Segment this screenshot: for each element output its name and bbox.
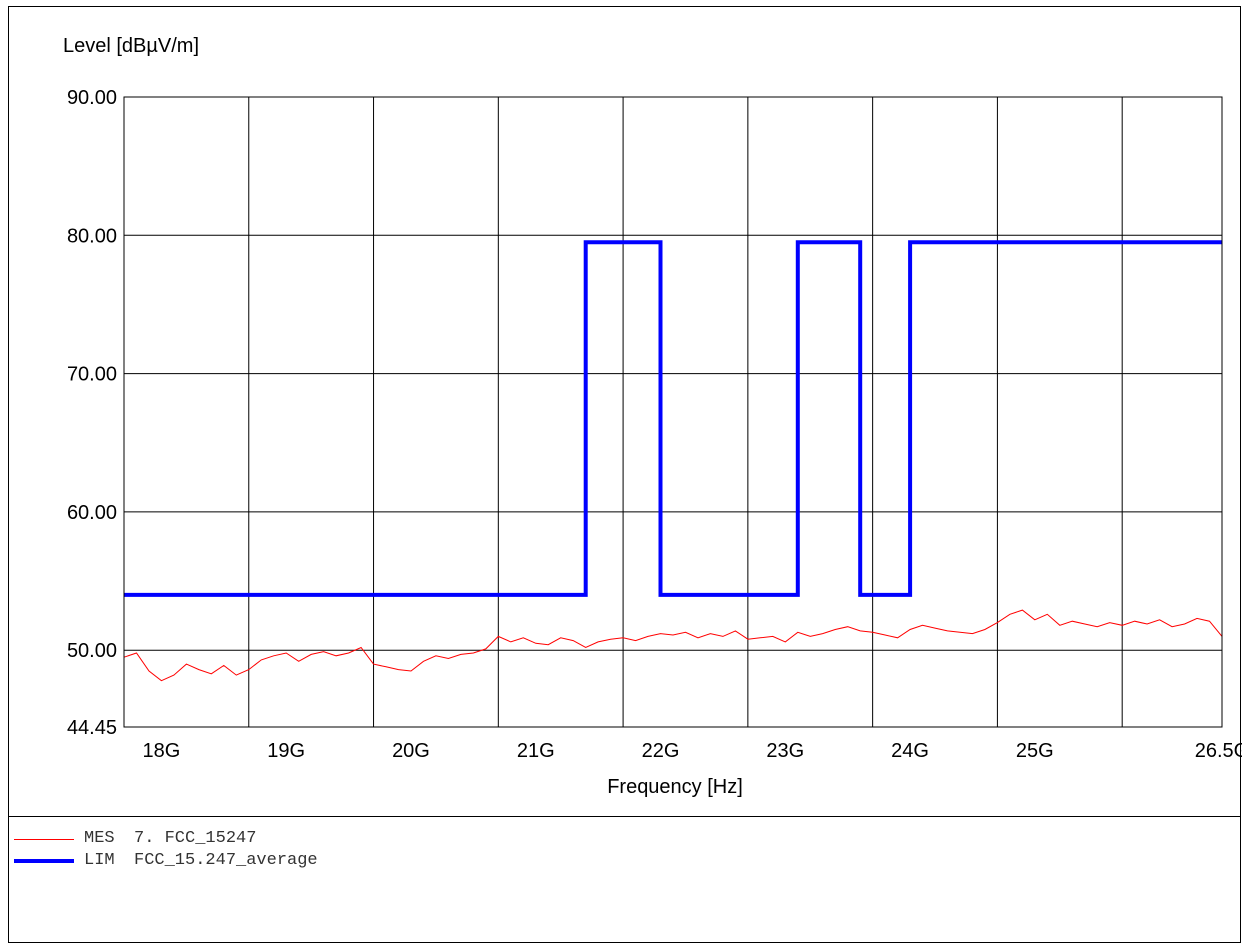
x-tick-label-2: 20G (392, 740, 430, 762)
legend-divider (8, 816, 1241, 817)
legend-item-mes: MES 7. FCC_15247 (14, 828, 318, 850)
x-tick-label-5: 23G (766, 740, 804, 762)
legend-name-mes: 7. FCC_15247 (134, 829, 257, 848)
x-tick-label-3: 21G (517, 740, 555, 762)
y-tick-labels: 90.00 80.00 70.00 60.00 50.00 44.45 (67, 87, 117, 739)
legend-name-lim: FCC_15.247_average (134, 851, 318, 870)
y-tick-label-0: 90.00 (67, 87, 117, 109)
x-axis-title: Frequency [Hz] (607, 776, 743, 798)
legend-item-lim: LIM FCC_15.247_average (14, 850, 318, 872)
x-tick-label-7: 25G (1016, 740, 1054, 762)
series-line-lim (124, 240, 1222, 597)
y-tick-label-3: 60.00 (67, 502, 117, 524)
x-tick-label-6: 24G (891, 740, 929, 762)
series-layer (123, 240, 1223, 682)
legend-tag-mes: MES (84, 829, 115, 848)
y-tick-label-1: 80.00 (67, 225, 117, 247)
y-axis-title: Level [dBµV/m] (63, 35, 199, 57)
x-tick-label-4: 22G (642, 740, 680, 762)
x-tick-label-1: 19G (267, 740, 305, 762)
legend-swatch-lim (14, 859, 74, 863)
chart-frame (8, 6, 1241, 943)
x-tick-labels: 18G 19G 20G 21G 22G 23G 24G 25G 26.5G (143, 740, 1242, 762)
legend-tag-lim: LIM (84, 851, 115, 870)
plot-border (123, 96, 1223, 728)
legend-swatch-mes (14, 838, 74, 840)
x-tick-label-0: 18G (143, 740, 181, 762)
grid (124, 96, 1223, 728)
y-tick-label-2: 70.00 (67, 364, 117, 386)
x-tick-label-8: 26.5G (1195, 740, 1242, 762)
series-line-mes (123, 609, 1223, 682)
legend: MES 7. FCC_15247 LIM FCC_15.247_average (14, 828, 318, 872)
y-tick-label-5: 44.45 (67, 717, 117, 739)
y-tick-label-4: 50.00 (67, 640, 117, 662)
